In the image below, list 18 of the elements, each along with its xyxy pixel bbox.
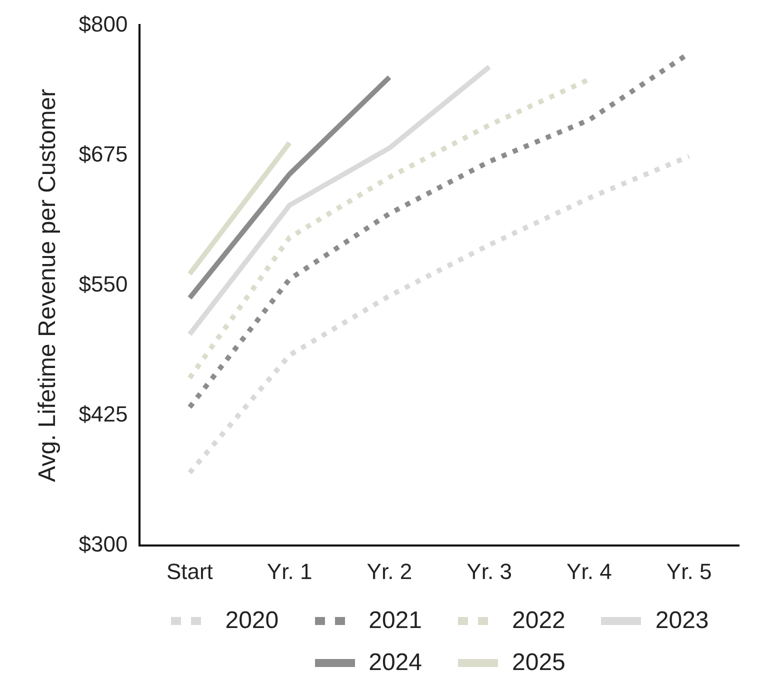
y-axis-title: Avg. Lifetime Revenue per Customer (34, 88, 62, 482)
x-tick-label: Yr. 1 (266, 558, 312, 584)
legend-label: 2025 (512, 649, 566, 677)
legend-label: 2022 (512, 607, 566, 635)
y-tick-label: $425 (78, 402, 128, 427)
legend-label: 2023 (655, 607, 709, 635)
legend-label: 2024 (368, 649, 422, 677)
legend-label: 2020 (225, 607, 279, 635)
legend-label: 2021 (368, 607, 422, 635)
y-tick-label: $675 (78, 141, 128, 166)
x-tick-label: Yr. 2 (366, 558, 412, 584)
y-tick-label: $550 (78, 271, 128, 296)
y-tick-label: $800 (78, 11, 128, 36)
x-tick-label: Start (166, 558, 213, 584)
y-tick-label: $300 (78, 532, 128, 557)
x-tick-label: Yr. 5 (666, 558, 712, 584)
x-tick-label: Yr. 3 (466, 558, 512, 584)
x-tick-label: Yr. 4 (566, 558, 612, 584)
